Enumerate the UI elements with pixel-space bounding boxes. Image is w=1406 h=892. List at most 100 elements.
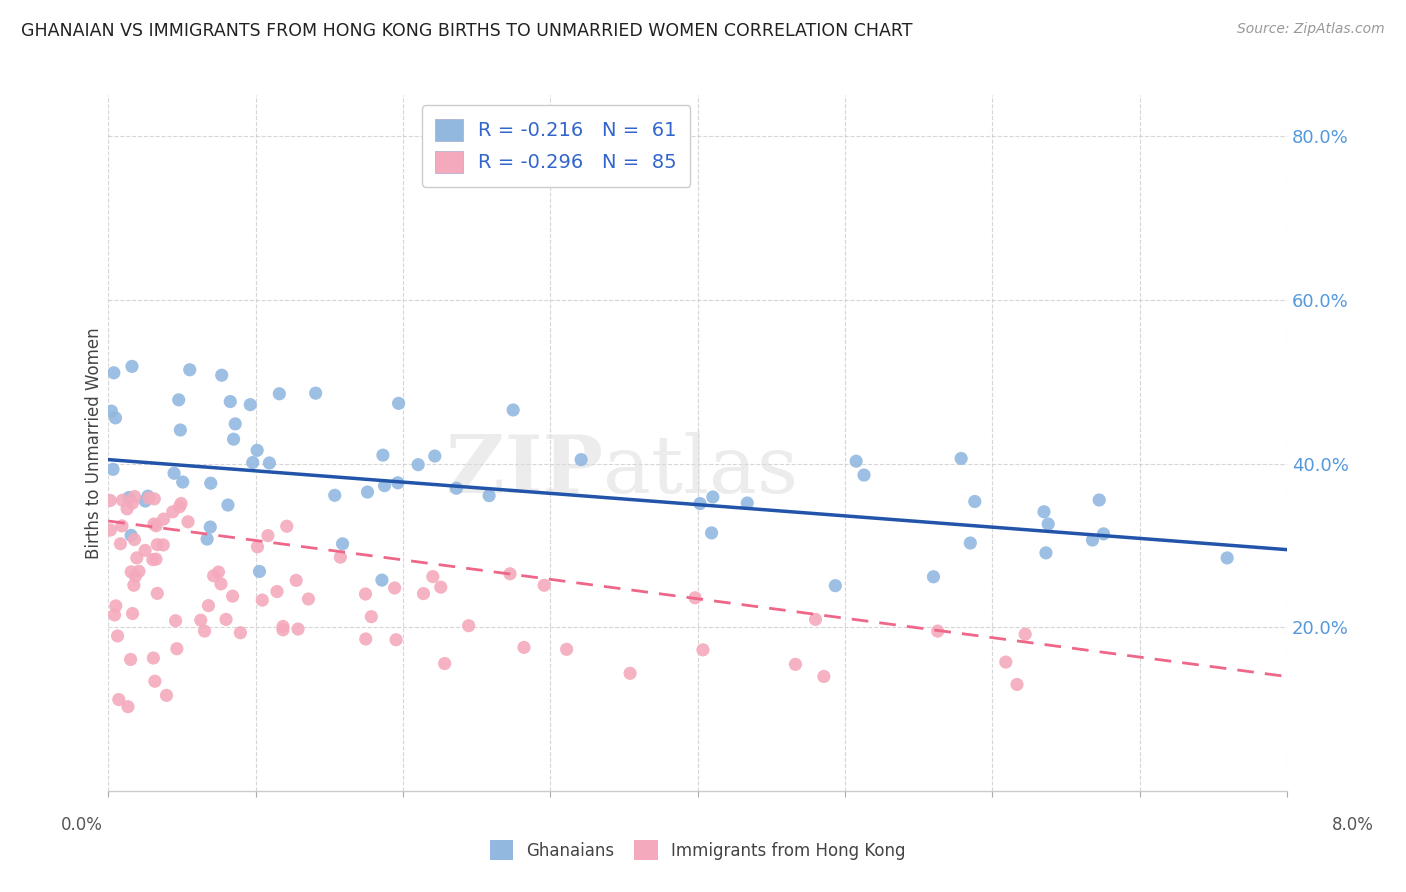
Immigrants from Hong Kong — [215, 612, 238, 626]
Immigrants from Hong Kong — [111, 519, 134, 533]
Immigrants from Hong Kong — [146, 538, 169, 552]
Ghanaians — [371, 448, 394, 462]
Ghanaians — [1216, 550, 1239, 565]
Immigrants from Hong Kong — [100, 523, 122, 537]
Ghanaians — [853, 468, 876, 483]
Immigrants from Hong Kong — [125, 550, 148, 565]
Immigrants from Hong Kong — [271, 623, 294, 637]
Ghanaians — [222, 432, 245, 446]
Immigrants from Hong Kong — [98, 493, 121, 508]
Immigrants from Hong Kong — [276, 519, 298, 533]
Immigrants from Hong Kong — [166, 641, 188, 656]
Ghanaians — [305, 386, 328, 401]
Immigrants from Hong Kong — [202, 568, 225, 582]
Immigrants from Hong Kong — [385, 632, 408, 647]
Ghanaians — [169, 423, 191, 437]
Ghanaians — [689, 497, 711, 511]
Immigrants from Hong Kong — [804, 612, 827, 626]
Ghanaians — [101, 462, 124, 476]
Ghanaians — [163, 467, 186, 481]
Ghanaians — [1081, 533, 1104, 547]
Ghanaians — [569, 452, 592, 467]
Ghanaians — [1035, 546, 1057, 560]
Ghanaians — [502, 403, 524, 417]
Immigrants from Hong Kong — [143, 491, 166, 506]
Immigrants from Hong Kong — [257, 528, 280, 542]
Ghanaians — [845, 454, 868, 468]
Immigrants from Hong Kong — [433, 657, 456, 671]
Ghanaians — [179, 363, 201, 377]
Ghanaians — [373, 478, 395, 492]
Ghanaians — [259, 456, 281, 470]
Immigrants from Hong Kong — [927, 624, 949, 639]
Ghanaians — [702, 490, 724, 504]
Immigrants from Hong Kong — [122, 578, 145, 592]
Immigrants from Hong Kong — [287, 622, 309, 636]
Immigrants from Hong Kong — [145, 518, 167, 533]
Ghanaians — [700, 525, 723, 540]
Immigrants from Hong Kong — [533, 578, 555, 592]
Immigrants from Hong Kong — [785, 657, 807, 672]
Immigrants from Hong Kong — [162, 505, 184, 519]
Immigrants from Hong Kong — [229, 625, 252, 640]
Immigrants from Hong Kong — [117, 699, 139, 714]
Immigrants from Hong Kong — [813, 669, 835, 683]
Ghanaians — [1038, 516, 1060, 531]
Immigrants from Hong Kong — [152, 512, 174, 526]
Immigrants from Hong Kong — [124, 533, 146, 547]
Ghanaians — [118, 491, 141, 505]
Ghanaians — [963, 494, 986, 508]
Ghanaians — [217, 498, 239, 512]
Legend: Ghanaians, Immigrants from Hong Kong: Ghanaians, Immigrants from Hong Kong — [484, 834, 912, 866]
Immigrants from Hong Kong — [1005, 677, 1028, 691]
Ghanaians — [103, 366, 125, 380]
Immigrants from Hong Kong — [683, 591, 706, 605]
Ghanaians — [323, 488, 346, 502]
Immigrants from Hong Kong — [121, 607, 143, 621]
Immigrants from Hong Kong — [138, 491, 160, 505]
Immigrants from Hong Kong — [152, 538, 174, 552]
Immigrants from Hong Kong — [329, 550, 352, 565]
Ghanaians — [239, 398, 262, 412]
Immigrants from Hong Kong — [1014, 627, 1036, 641]
Ghanaians — [824, 579, 846, 593]
Immigrants from Hong Kong — [513, 640, 536, 655]
Immigrants from Hong Kong — [271, 619, 294, 633]
Immigrants from Hong Kong — [499, 566, 522, 581]
Ghanaians — [121, 359, 143, 374]
Ghanaians — [211, 368, 233, 383]
Ghanaians — [100, 404, 122, 418]
Immigrants from Hong Kong — [207, 565, 229, 579]
Immigrants from Hong Kong — [142, 552, 165, 566]
Immigrants from Hong Kong — [169, 500, 191, 514]
Immigrants from Hong Kong — [177, 515, 200, 529]
Immigrants from Hong Kong — [120, 565, 142, 579]
Y-axis label: Births to Unmarried Women: Births to Unmarried Women — [86, 327, 103, 559]
Immigrants from Hong Kong — [143, 674, 166, 689]
Immigrants from Hong Kong — [142, 651, 165, 665]
Text: 8.0%: 8.0% — [1331, 816, 1374, 834]
Immigrants from Hong Kong — [120, 652, 142, 666]
Ghanaians — [167, 392, 190, 407]
Immigrants from Hong Kong — [193, 624, 215, 638]
Immigrants from Hong Kong — [209, 577, 232, 591]
Ghanaians — [950, 451, 973, 466]
Immigrants from Hong Kong — [107, 692, 129, 706]
Ghanaians — [200, 476, 222, 491]
Immigrants from Hong Kong — [124, 490, 146, 504]
Ghanaians — [224, 417, 246, 431]
Immigrants from Hong Kong — [297, 592, 319, 607]
Ghanaians — [446, 481, 468, 495]
Ghanaians — [356, 485, 378, 500]
Immigrants from Hong Kong — [285, 574, 308, 588]
Ghanaians — [200, 520, 222, 534]
Immigrants from Hong Kong — [143, 516, 166, 531]
Immigrants from Hong Kong — [266, 584, 288, 599]
Immigrants from Hong Kong — [121, 496, 143, 510]
Text: Source: ZipAtlas.com: Source: ZipAtlas.com — [1237, 22, 1385, 37]
Ghanaians — [735, 496, 758, 510]
Immigrants from Hong Kong — [170, 496, 193, 510]
Ghanaians — [387, 396, 409, 410]
Ghanaians — [478, 489, 501, 503]
Ghanaians — [172, 475, 194, 489]
